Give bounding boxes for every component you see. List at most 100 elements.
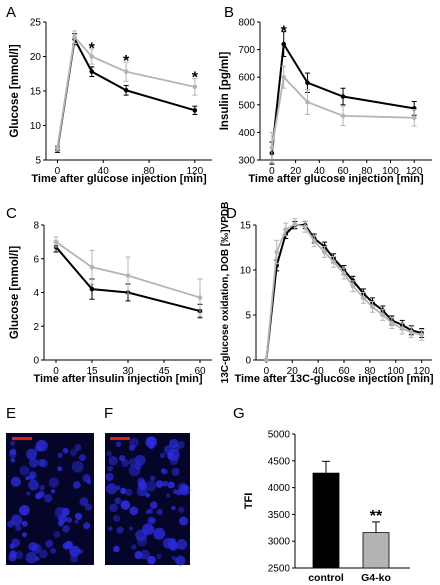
y-tick-label-a: 5 [35, 156, 41, 167]
data-point-a [192, 108, 198, 113]
cell-nucleus [25, 551, 37, 564]
cell-nucleus [162, 480, 169, 487]
y-tick-label-b: 700 [238, 45, 255, 56]
significance-marker-g: ** [370, 508, 383, 525]
data-point-d [408, 329, 414, 335]
y-tick-label-c: 2 [33, 322, 39, 333]
significance-marker-a: * [192, 70, 199, 87]
cell-nucleus [162, 469, 168, 475]
cell-nucleus [171, 506, 176, 511]
cell-nucleus [58, 514, 68, 524]
cell-nucleus [10, 476, 22, 487]
cell-nucleus [48, 477, 60, 488]
cell-nucleus [10, 514, 23, 526]
y-tick-label-a: 20 [30, 52, 42, 63]
significance-marker-a: * [123, 53, 130, 70]
data-point-b [305, 99, 310, 105]
cell-nucleus [115, 441, 122, 448]
x-tick-label-b: 80 [361, 166, 373, 177]
cell-nucleus [166, 493, 171, 498]
panel-letter-e: E [6, 405, 16, 422]
y-tick-label-c: 8 [33, 221, 39, 232]
cell-nucleus [39, 484, 45, 491]
cell-nucleus [113, 545, 120, 553]
cell-nucleus [8, 553, 17, 562]
cell-nucleus [128, 444, 136, 451]
cell-nucleus [175, 555, 186, 566]
x-axis-label-b: Time after glucose injection [min] [248, 173, 424, 185]
cell-nucleus [109, 503, 118, 513]
series-line-c-2 [55, 241, 201, 299]
y-tick-label-d: 10 [240, 266, 252, 277]
x-tick-label-b: 120 [406, 166, 423, 177]
cell-nucleus [131, 544, 137, 550]
significance-marker-b: * [281, 23, 288, 40]
cell-nucleus [74, 519, 79, 524]
data-point-b [340, 113, 346, 119]
series-line-d-1 [265, 224, 422, 361]
y-tick-label-c: 6 [33, 254, 39, 265]
cell-nucleus [128, 526, 134, 531]
data-point-d [341, 271, 347, 276]
cell-nucleus [39, 459, 48, 468]
y-axis-label-b: Insulin [pg/ml] [219, 52, 231, 131]
cell-nucleus [150, 475, 156, 481]
data-point-a [89, 54, 95, 59]
cell-nucleus [134, 550, 143, 560]
panel-letter-f: F [104, 405, 113, 422]
cell-nucleus [28, 479, 39, 491]
cell-nucleus [147, 555, 156, 565]
cell-nucleus [74, 444, 82, 452]
data-point-d [283, 227, 289, 232]
y-tick-label-b: 300 [238, 156, 255, 167]
cell-nucleus [169, 438, 179, 449]
cell-nucleus [168, 448, 180, 461]
y-tick-label-g: 4000 [268, 483, 291, 494]
cell-nucleus [145, 480, 157, 492]
cell-nucleus [19, 465, 30, 476]
cell-nucleus [10, 440, 16, 446]
series-line-c-1 [55, 246, 201, 313]
cell-nucleus [140, 549, 150, 560]
y-tick-label-a: 10 [30, 121, 42, 132]
cell-nucleus [169, 456, 179, 465]
cell-nucleus [145, 509, 151, 515]
cell-nucleus [178, 506, 185, 513]
cell-nucleus [57, 452, 63, 458]
cell-nucleus [114, 497, 122, 505]
cell-nucleus [15, 524, 22, 531]
data-point-d [322, 249, 327, 255]
panel-letter-d: D [226, 205, 237, 222]
bar-control [312, 472, 340, 569]
cell-nucleus [171, 467, 180, 476]
y-axis-label-c: Glucose [mmol/l] [9, 246, 21, 339]
cell-nucleus [149, 517, 156, 525]
y-tick-label-d: 15 [240, 221, 252, 232]
data-point-a [72, 34, 77, 40]
cell-nucleus [125, 488, 133, 496]
data-point-d [311, 238, 317, 244]
data-point-d [370, 304, 375, 310]
x-tick-label-d: 120 [413, 366, 430, 377]
x-axis-label-d: Time after 13C-glucose injection [min] [234, 373, 433, 385]
y-tick-label-b: 600 [238, 73, 255, 84]
panel-letter-a: A [6, 4, 16, 21]
cell-nucleus [120, 500, 131, 510]
data-point-d [361, 295, 366, 301]
cell-nucleus [106, 483, 118, 495]
cell-nucleus [62, 447, 69, 454]
cell-nucleus [57, 466, 63, 472]
x-tick-label-d: 40 [313, 366, 325, 377]
x-tick-label-a: 80 [143, 166, 155, 177]
x-tick-label-d: 80 [364, 366, 376, 377]
x-tick-label-b: 40 [314, 166, 326, 177]
cell-nucleus [62, 542, 70, 550]
cell-nucleus [70, 554, 79, 563]
data-point-d [389, 320, 395, 326]
cell-nucleus [171, 555, 176, 560]
bar-g4-ko [362, 532, 390, 569]
category-label-control: control [308, 572, 344, 584]
cell-nucleus [28, 458, 39, 468]
